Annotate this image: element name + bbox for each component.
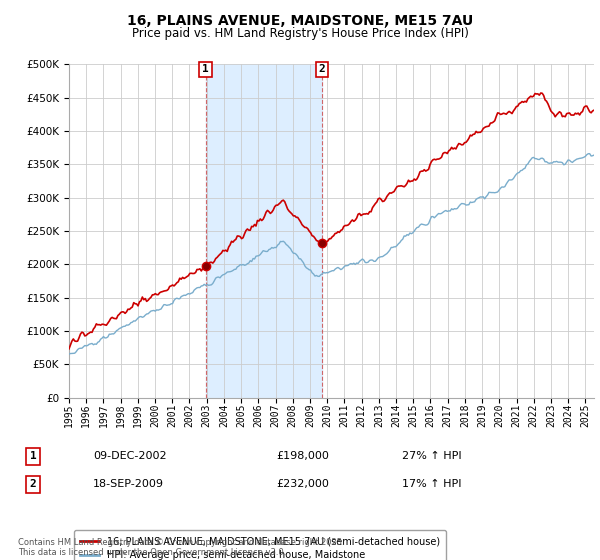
Text: 2: 2 (29, 479, 37, 489)
Text: 16, PLAINS AVENUE, MAIDSTONE, ME15 7AU: 16, PLAINS AVENUE, MAIDSTONE, ME15 7AU (127, 14, 473, 28)
Text: 18-SEP-2009: 18-SEP-2009 (93, 479, 164, 489)
Text: Contains HM Land Registry data © Crown copyright and database right 2025.
This d: Contains HM Land Registry data © Crown c… (18, 538, 344, 557)
Text: 1: 1 (202, 64, 209, 74)
Text: £198,000: £198,000 (276, 451, 329, 461)
Text: 09-DEC-2002: 09-DEC-2002 (93, 451, 167, 461)
Text: 17% ↑ HPI: 17% ↑ HPI (402, 479, 461, 489)
Text: £232,000: £232,000 (276, 479, 329, 489)
Legend: 16, PLAINS AVENUE, MAIDSTONE, ME15 7AU (semi-detached house), HPI: Average price: 16, PLAINS AVENUE, MAIDSTONE, ME15 7AU (… (74, 530, 446, 560)
Text: 1: 1 (29, 451, 37, 461)
Text: 27% ↑ HPI: 27% ↑ HPI (402, 451, 461, 461)
Text: 2: 2 (319, 64, 326, 74)
Text: Price paid vs. HM Land Registry's House Price Index (HPI): Price paid vs. HM Land Registry's House … (131, 27, 469, 40)
